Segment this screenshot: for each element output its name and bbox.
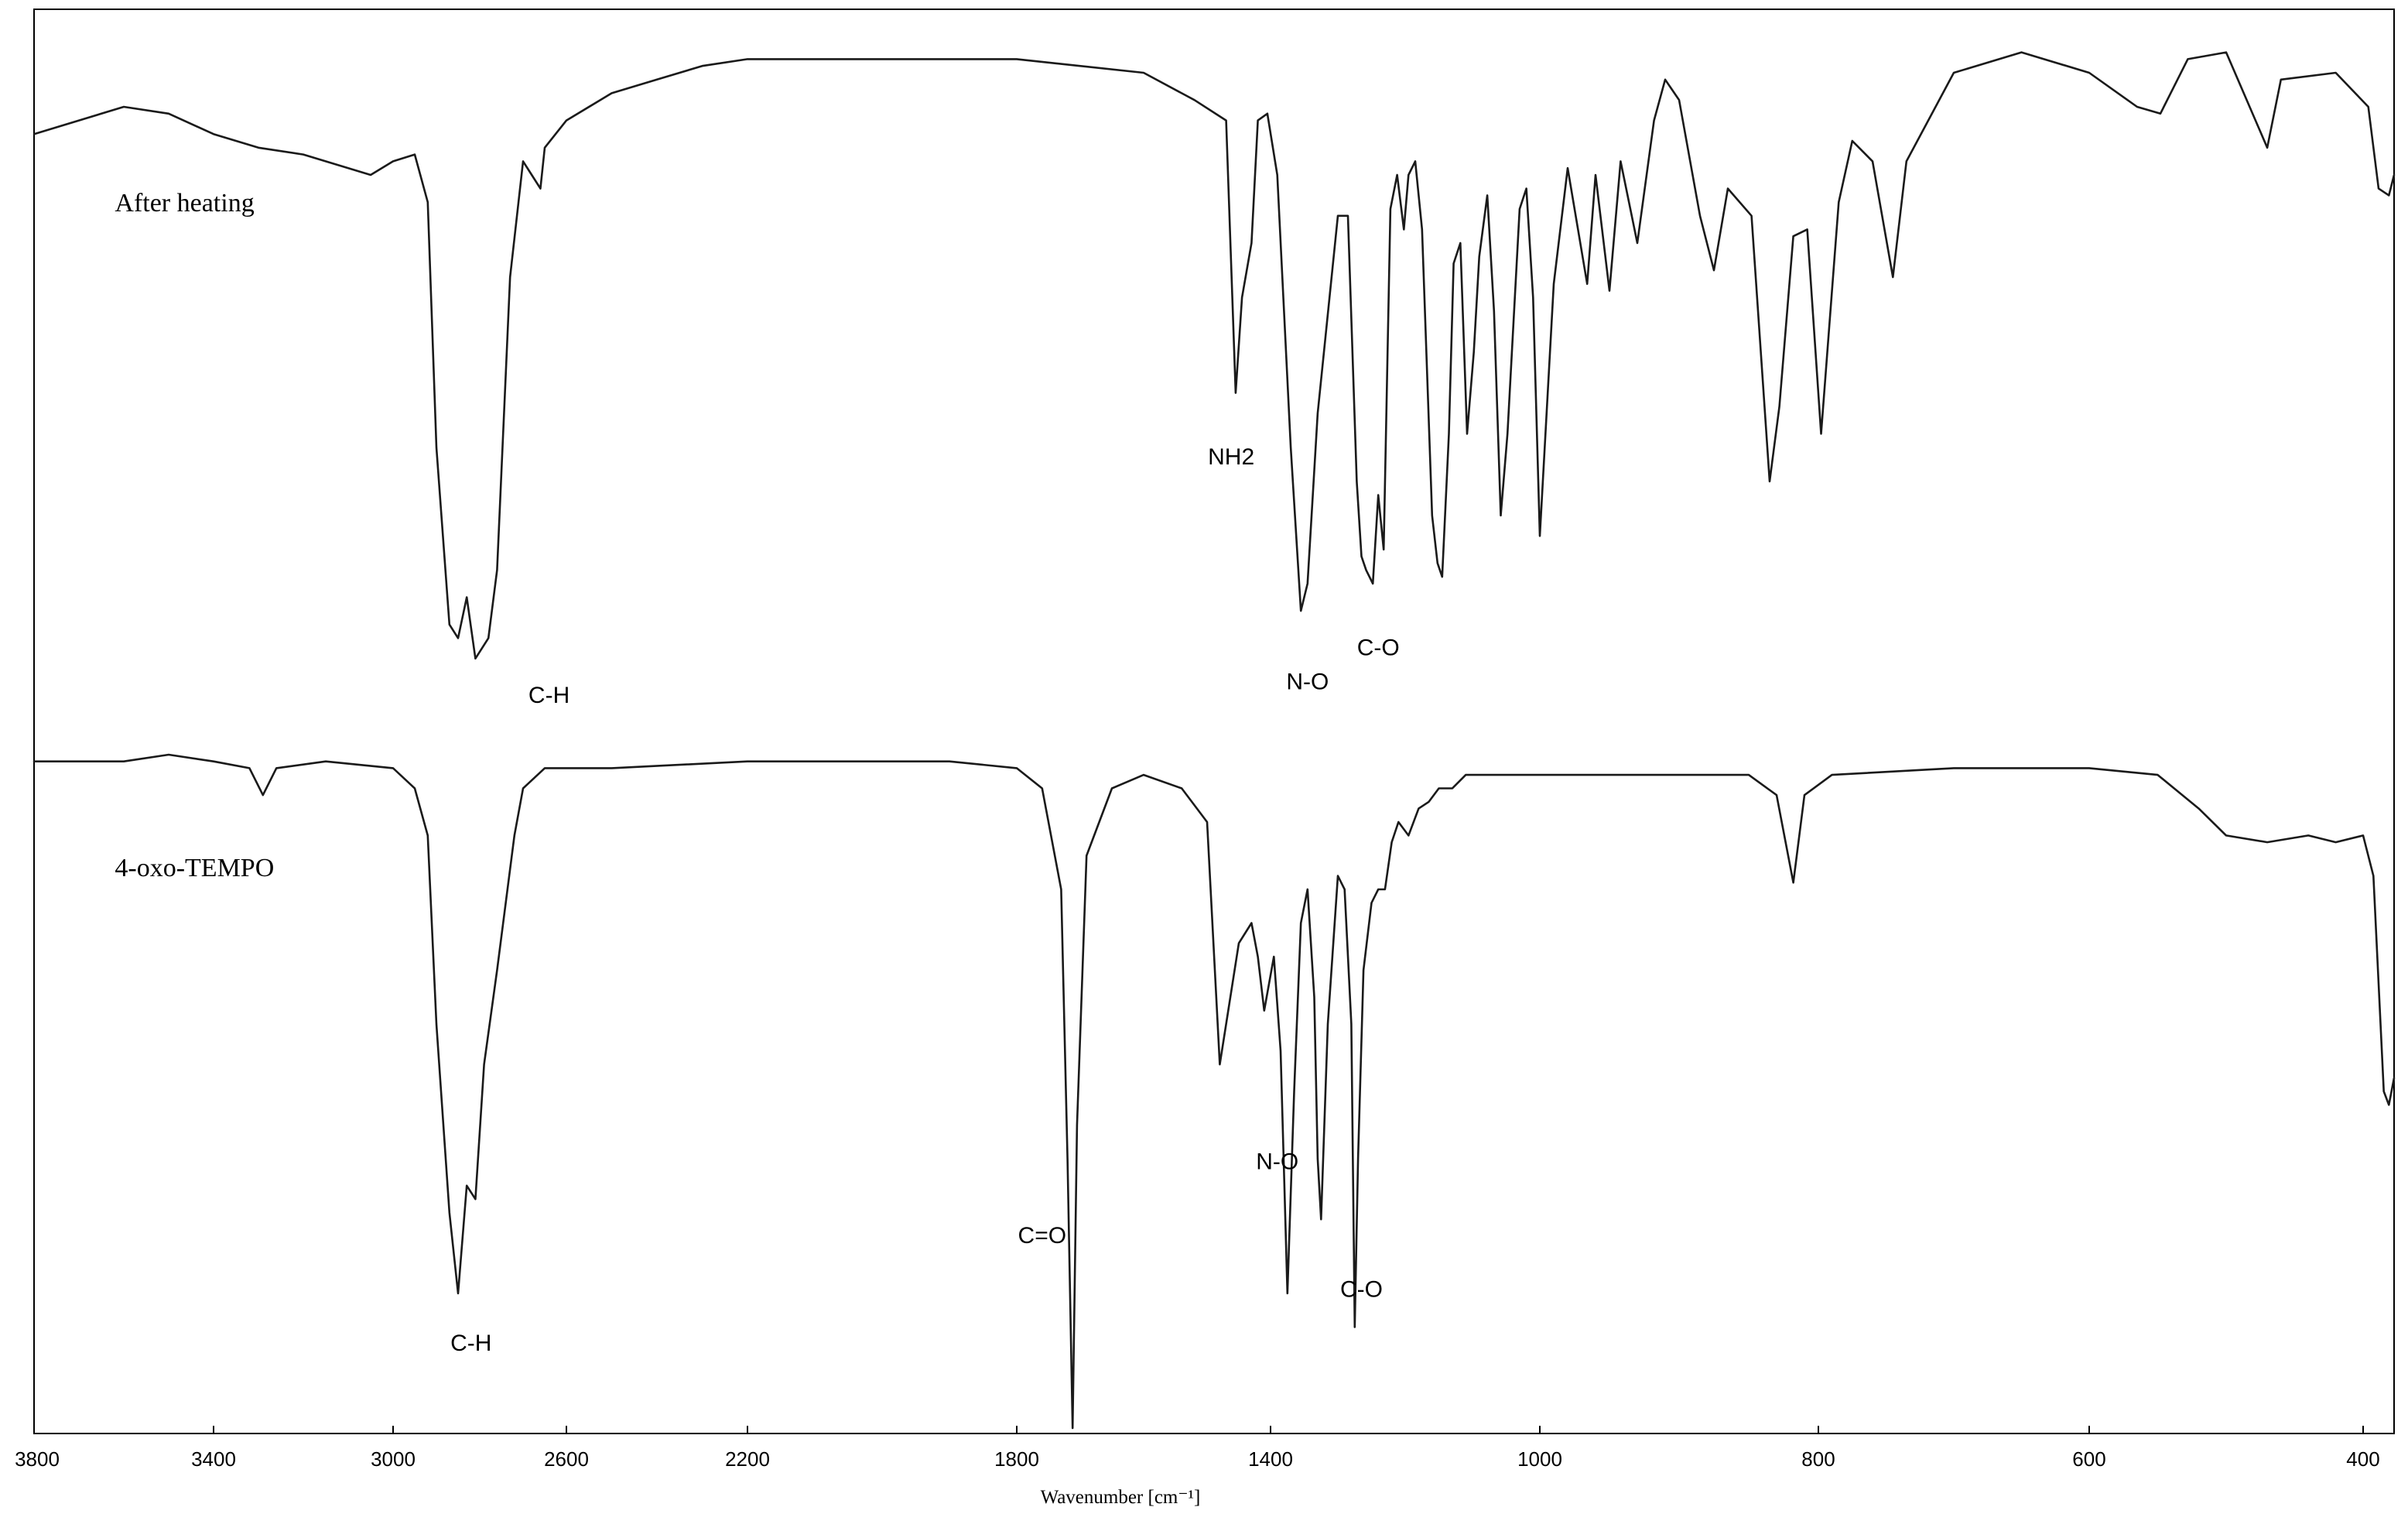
- x-tick-label: 600: [2072, 1447, 2105, 1471]
- x-tick-label: 3000: [371, 1447, 416, 1471]
- peak-label: N-O: [1256, 1149, 1298, 1174]
- x-tick-label: 2200: [725, 1447, 770, 1471]
- series-label: 4-oxo-TEMPO: [115, 854, 274, 882]
- series-label: After heating: [115, 189, 254, 218]
- peak-label: NH2: [1208, 444, 1254, 470]
- annotations-group: After heating NH2 C-H N-O C-O 4-oxo-TEMPO C-H C…: [115, 189, 1399, 1356]
- peak-label: C-O: [1340, 1277, 1383, 1303]
- x-tick-label: 1000: [1517, 1447, 1562, 1471]
- peak-label: C-H: [528, 683, 570, 708]
- x-tick-label: 2600: [544, 1447, 589, 1471]
- plot-frame: [33, 9, 2395, 1434]
- x-tick-label: 1400: [1248, 1447, 1293, 1471]
- spectrum-line-after-heating: [32, 51, 2396, 660]
- x-tick-label: 1800: [994, 1447, 1039, 1471]
- peak-label: C-O: [1357, 635, 1400, 660]
- x-axis-label: Wavenumber [cm⁻¹]: [1041, 1487, 1201, 1508]
- spectra-group: [32, 51, 2396, 1430]
- x-axis-ticks: 3800 3400 3000 2600 2200 1800 1400 1000 800 600 40…: [15, 1426, 2380, 1471]
- peak-label: N-O: [1286, 669, 1329, 694]
- x-tick-label: 3800: [15, 1447, 60, 1471]
- peak-label: C=O: [1018, 1223, 1067, 1249]
- x-tick-label: 400: [2346, 1447, 2379, 1471]
- spectrum-line-oxo-tempo: [32, 753, 2396, 1430]
- x-tick-label: 800: [1801, 1447, 1835, 1471]
- x-tick-label: 3400: [191, 1447, 236, 1471]
- peak-label: C-H: [450, 1331, 491, 1356]
